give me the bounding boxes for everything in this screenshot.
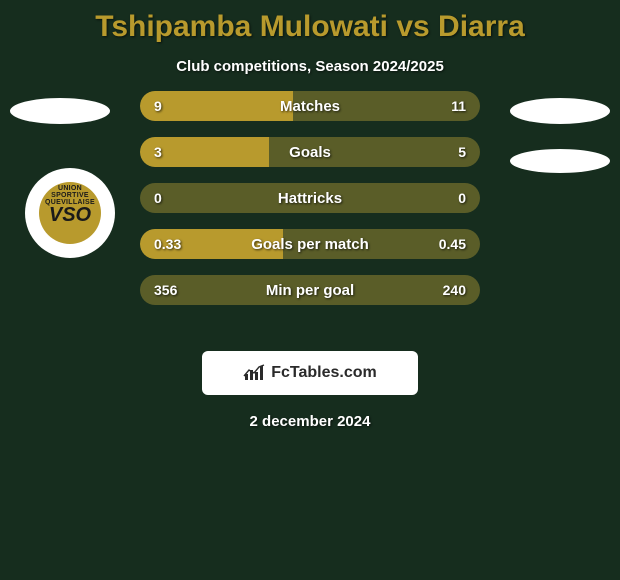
page-title: Tshipamba Mulowati vs Diarra <box>0 0 620 44</box>
brand-footer: FcTables.com <box>202 351 418 395</box>
comparison-chart: UNION SPORTIVE QUEVILLAISE VSO 911Matche… <box>0 103 620 333</box>
stat-label: Matches <box>140 91 480 121</box>
player-left-logo-1 <box>10 98 110 124</box>
club-badge: UNION SPORTIVE QUEVILLAISE VSO <box>25 168 115 258</box>
club-badge-center-text: VSO <box>49 205 91 225</box>
page-subtitle: Club competitions, Season 2024/2025 <box>0 58 620 75</box>
brand-text: FcTables.com <box>271 364 377 382</box>
date-text: 2 december 2024 <box>0 413 620 430</box>
player-right-logo-1 <box>510 98 610 124</box>
stat-row: 35Goals <box>140 137 480 167</box>
stat-label: Hattricks <box>140 183 480 213</box>
stat-label: Min per goal <box>140 275 480 305</box>
stat-bars: 911Matches 35Goals 00Hattricks 0.330.45Goal… <box>140 91 480 321</box>
player-right-logo-2 <box>510 149 610 173</box>
stat-row: 911Matches <box>140 91 480 121</box>
stat-label: Goals <box>140 137 480 167</box>
chart-icon <box>243 364 265 382</box>
stat-label: Goals per match <box>140 229 480 259</box>
club-badge-inner: UNION SPORTIVE QUEVILLAISE VSO <box>39 182 101 244</box>
stat-row: 00Hattricks <box>140 183 480 213</box>
stat-row: 0.330.45Goals per match <box>140 229 480 259</box>
stat-row: 356240Min per goal <box>140 275 480 305</box>
infographic-root: Tshipamba Mulowati vs Diarra Club compet… <box>0 0 620 580</box>
club-badge-ring-text: UNION SPORTIVE QUEVILLAISE <box>39 185 101 206</box>
